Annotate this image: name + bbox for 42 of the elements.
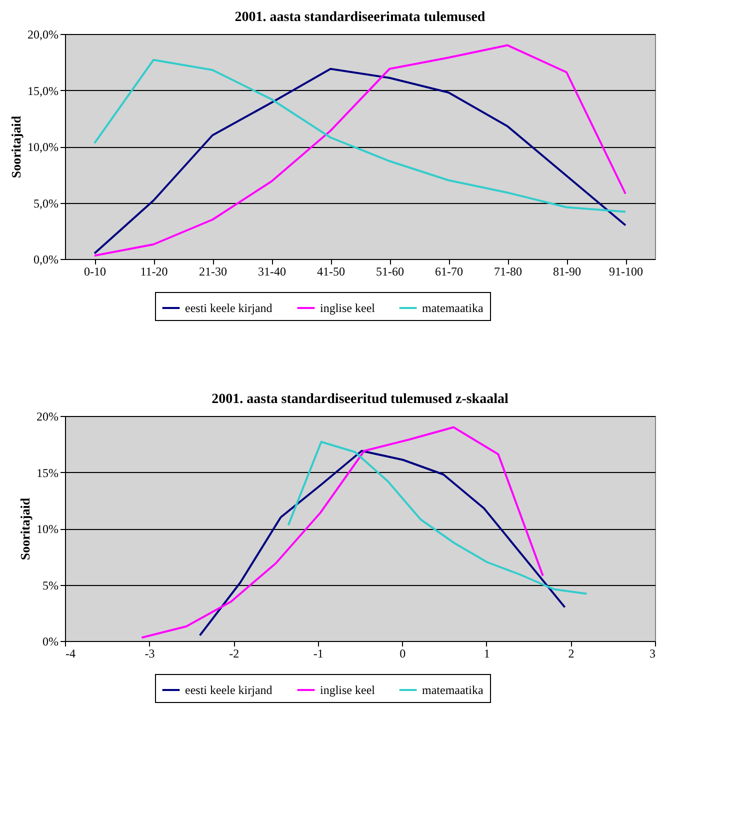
x-tick-label: 1 xyxy=(484,646,490,660)
line-series xyxy=(140,426,544,639)
x-tick-label: 51-60 xyxy=(376,264,404,278)
y-tick-label: 10% xyxy=(36,522,58,536)
x-tick-label: 3 xyxy=(650,646,656,660)
y-tick-label: 15,0% xyxy=(28,84,58,98)
legend-label: inglise keel xyxy=(320,683,376,697)
x-tick-label: 91-100 xyxy=(609,264,643,278)
line-series xyxy=(94,58,626,213)
x-tick-label: 81-90 xyxy=(553,264,581,278)
y-tick-label: 20% xyxy=(36,410,58,424)
y-tick-label: 0% xyxy=(42,634,58,648)
x-tick-label: -3 xyxy=(144,646,155,660)
legend-label: matemaatika xyxy=(422,301,484,315)
legend-label: inglise keel xyxy=(320,301,376,315)
y-tick-label: 5,0% xyxy=(34,196,58,210)
x-tick-label: 71-80 xyxy=(494,264,522,278)
x-tick-label: 11-20 xyxy=(140,264,168,278)
x-tick-label: -1 xyxy=(313,646,324,660)
chart-title: 2001. aasta standardiseeritud tulemused z-skaalal xyxy=(212,392,508,407)
x-tick-label: 0 xyxy=(400,646,406,660)
y-tick-label: 0,0% xyxy=(34,252,58,266)
x-tick-label: -4 xyxy=(66,646,76,660)
x-tick-label: 31-40 xyxy=(258,264,286,278)
x-tick-label: 0-10 xyxy=(84,264,106,278)
x-tick-label: 2 xyxy=(568,646,574,660)
y-tick-label: 5% xyxy=(42,578,58,592)
x-tick-label: 21-30 xyxy=(199,264,227,278)
line-series xyxy=(198,450,566,636)
x-tick-label: 41-50 xyxy=(317,264,345,278)
y-tick-label: 10,0% xyxy=(28,140,58,154)
line-series xyxy=(287,440,588,595)
y-tick-label: 20,0% xyxy=(28,28,58,42)
legend-label: eesti keele kirjand xyxy=(185,301,272,315)
y-tick-label: 15% xyxy=(36,466,58,480)
legend-label: matemaatika xyxy=(422,683,484,697)
chart-title: 2001. aasta standardiseerimata tulemused xyxy=(234,10,486,25)
legend-label: eesti keele kirjand xyxy=(185,683,272,697)
y-axis-title: Sooritajaid xyxy=(18,497,33,560)
x-tick-label: -2 xyxy=(229,646,240,660)
y-axis-title: Sooritajaid xyxy=(8,115,24,178)
x-tick-label: 61-70 xyxy=(435,264,463,278)
